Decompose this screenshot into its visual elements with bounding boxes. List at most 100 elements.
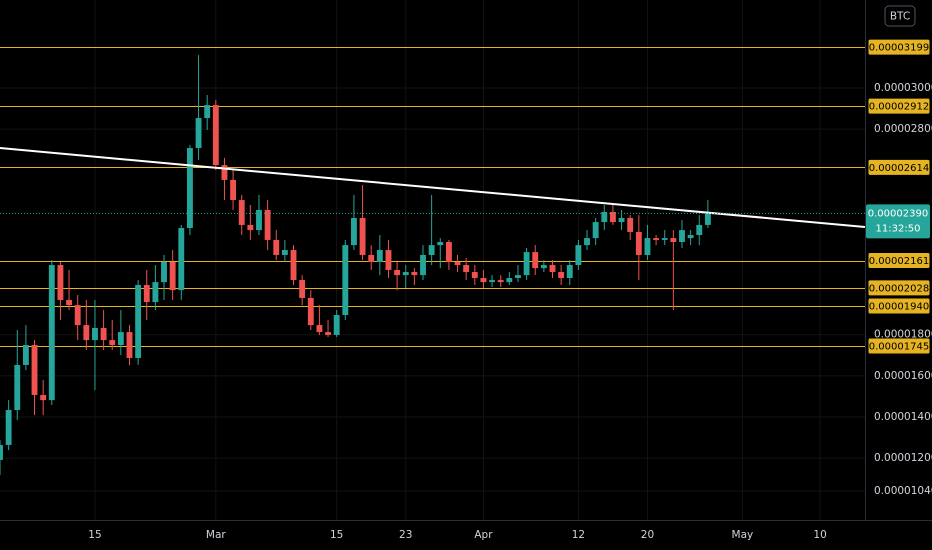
- candle-body: [178, 228, 185, 291]
- level-label: 0.00002912: [869, 102, 929, 113]
- x-tick-label: 10: [813, 529, 826, 541]
- candle-body: [584, 238, 590, 246]
- candle-body: [635, 231, 642, 255]
- candle-body: [126, 332, 133, 358]
- candle-body: [57, 265, 64, 300]
- candle-body: [281, 250, 288, 255]
- last-price-label: 0.00002390: [868, 208, 928, 219]
- candle-body: [0, 444, 3, 460]
- candle-body: [437, 242, 444, 246]
- candle-body: [540, 265, 547, 269]
- candle-body: [135, 284, 142, 358]
- candle-body: [247, 224, 254, 231]
- candle-body: [497, 280, 504, 283]
- y-tick-label: 0.00002800: [874, 123, 932, 135]
- plot-area: [0, 0, 866, 520]
- candle-body: [117, 332, 124, 346]
- candle-body: [359, 217, 366, 255]
- candle-body: [463, 265, 470, 273]
- candle-body: [230, 179, 237, 201]
- candle-body: [31, 345, 38, 395]
- candle-body: [333, 315, 340, 335]
- candle-body: [161, 261, 167, 283]
- candle-body: [428, 245, 435, 255]
- candle-body: [454, 261, 461, 266]
- level-label-box: [867, 252, 931, 270]
- candle-body: [670, 238, 677, 243]
- y-tick-label: 0.00001400: [874, 411, 932, 423]
- x-tick-label: 23: [399, 529, 412, 541]
- candle-body: [618, 217, 625, 223]
- candle-body: [376, 250, 383, 262]
- candle-body: [575, 245, 582, 266]
- candle-body: [402, 272, 409, 276]
- candle-body: [592, 222, 599, 239]
- x-tick-label: 15: [88, 529, 101, 541]
- x-tick-label: Apr: [474, 529, 493, 541]
- candle-body: [143, 284, 150, 303]
- candle-body: [506, 277, 513, 283]
- candle-body: [92, 327, 98, 341]
- y-tick-label: 0.00001200: [874, 452, 932, 464]
- level-label: 0.00001940: [869, 301, 929, 312]
- candle-body: [704, 213, 711, 225]
- x-tick-label: 12: [572, 529, 585, 541]
- candle-body: [549, 265, 556, 273]
- candle-body: [696, 224, 703, 236]
- currency-badge: [884, 5, 916, 27]
- candle-body: [307, 297, 314, 326]
- candle-body: [480, 277, 487, 283]
- level-label-box: [867, 279, 931, 297]
- candle-body: [351, 217, 357, 246]
- candle-body: [679, 230, 685, 243]
- y-tick-label: 0.00003000: [874, 82, 932, 94]
- candle-body: [40, 394, 47, 401]
- x-tick-label: 15: [330, 529, 343, 541]
- candle-body: [83, 325, 90, 341]
- x-tick-label: 20: [641, 529, 654, 541]
- candle-body: [22, 345, 29, 365]
- level-label-box: [867, 158, 931, 176]
- candle-body: [601, 211, 608, 223]
- level-label-box: [867, 97, 931, 115]
- candle-body: [627, 217, 634, 232]
- candle-body: [661, 238, 668, 240]
- candle-body: [445, 242, 452, 262]
- candle-body: [299, 280, 306, 298]
- candle-body: [411, 272, 418, 276]
- level-label: 0.00001745: [869, 342, 929, 353]
- candle-body: [74, 305, 81, 326]
- level-label-box: [867, 38, 931, 56]
- candle-body: [368, 254, 375, 262]
- candle-body: [342, 245, 349, 316]
- candle-body: [644, 238, 651, 255]
- level-label-box: [867, 337, 931, 355]
- candle-body: [169, 261, 176, 291]
- candle-body: [325, 332, 331, 335]
- x-tick-label: Mar: [206, 529, 226, 541]
- candle-body: [14, 364, 21, 410]
- candle-body: [609, 211, 616, 223]
- candle-body: [195, 118, 202, 149]
- candle-body: [523, 252, 530, 276]
- y-tick-label: 0.00001040: [874, 485, 932, 497]
- candle-body: [152, 282, 159, 303]
- candle-body: [273, 239, 280, 255]
- countdown: 11:32:50: [876, 223, 921, 234]
- candle-body: [532, 252, 539, 269]
- level-label: 0.00002161: [869, 256, 929, 267]
- level-label-box: [867, 297, 931, 315]
- candle-body: [420, 254, 426, 276]
- level-label: 0.00003199: [869, 43, 929, 54]
- candle-body: [48, 265, 55, 401]
- candle-body: [653, 238, 660, 240]
- last-price-box: [866, 204, 930, 239]
- price-axis: 0.00001040 0.00001200 0.00001400 0.00001600…: [866, 5, 932, 497]
- candle-body: [385, 250, 392, 270]
- candle-body: [316, 325, 323, 333]
- candle-body: [100, 327, 107, 341]
- candle-body: [256, 209, 262, 231]
- candle-body: [186, 148, 193, 229]
- level-label: 0.00002028: [869, 283, 929, 294]
